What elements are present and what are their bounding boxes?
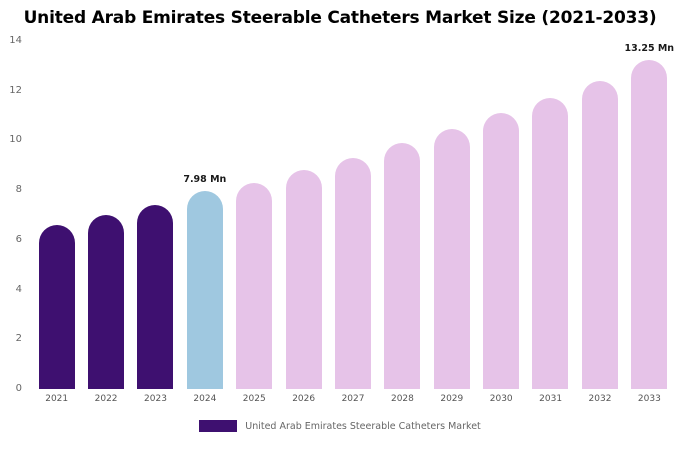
bar-column-2028 <box>378 41 427 389</box>
bar-2028[interactable] <box>384 142 421 389</box>
bar-column-2029 <box>427 41 476 389</box>
bar-2030[interactable] <box>483 113 520 389</box>
bar-column-2027 <box>328 41 377 389</box>
bar-2029[interactable] <box>433 129 470 389</box>
x-tick-label-2025: 2025 <box>242 394 266 404</box>
x-tick-label-2033: 2033 <box>637 394 661 404</box>
bar-2023[interactable] <box>137 205 174 389</box>
bar-column-2026 <box>279 41 328 389</box>
x-tick-label-2030: 2030 <box>489 394 513 404</box>
x-tick-label-2026: 2026 <box>292 394 316 404</box>
bar-column-2032 <box>575 41 624 389</box>
y-tick-label: 8 <box>15 184 22 196</box>
y-tick-label: 14 <box>9 35 22 46</box>
bar-column-2023 <box>131 41 180 389</box>
bar-2022[interactable] <box>88 215 125 389</box>
y-tick-label: 12 <box>9 84 22 96</box>
y-tick-label: 0 <box>15 383 22 394</box>
bar-column-2021 <box>32 41 81 389</box>
y-tick-label: 6 <box>15 233 22 245</box>
bar-2031[interactable] <box>532 98 569 389</box>
bar-column-2030 <box>476 41 525 389</box>
x-tick-label-2031: 2031 <box>539 394 563 404</box>
x-axis: 2021 2022 2023 2024 2025 2026 2027 2028 2029 2030… <box>32 394 674 404</box>
x-tick-label-2021: 2021 <box>45 394 69 404</box>
legend-label: United Arab Emirates Steerable Catheters… <box>245 420 481 432</box>
x-tick-label-2027: 2027 <box>341 394 365 404</box>
x-tick-label-2024: 2024 <box>193 394 217 404</box>
y-tick-label: 2 <box>15 333 22 345</box>
bar-2024[interactable] <box>186 190 223 389</box>
x-tick-label-2032: 2032 <box>588 394 612 404</box>
y-tick-label: 4 <box>15 283 22 295</box>
y-axis: 0 2 4 6 8 10 12 14 <box>2 35 26 394</box>
x-tick-label-2022: 2022 <box>94 394 118 404</box>
y-tick-label: 10 <box>9 134 22 146</box>
x-tick-label-2029: 2029 <box>440 394 464 404</box>
legend[interactable]: United Arab Emirates Steerable Catheters… <box>0 420 680 432</box>
bar-column-2031 <box>526 41 575 389</box>
chart-title: United Arab Emirates Steerable Catheters… <box>23 8 657 28</box>
bar-2025[interactable] <box>236 182 273 389</box>
x-tick-label-2023: 2023 <box>144 394 167 404</box>
bar-column-2024: 7.98 Mn <box>180 41 229 389</box>
bar-value-label-2024: 7.98 Mn <box>183 173 227 185</box>
bar-2021[interactable] <box>38 224 75 389</box>
bar-column-2022 <box>81 41 130 389</box>
plot-area: 0 2 4 6 8 10 12 14 7.98 Mn 13.25 Mn <box>9 35 674 394</box>
bar-column-2033: 13.25 Mn <box>624 41 675 389</box>
legend-swatch <box>199 420 238 432</box>
bar-2027[interactable] <box>334 157 371 389</box>
bars-group: 7.98 Mn 13.25 Mn <box>32 41 674 389</box>
bar-2033[interactable] <box>631 59 668 389</box>
bar-2026[interactable] <box>285 170 322 389</box>
bar-column-2025 <box>230 41 279 389</box>
bar-value-label-2033: 13.25 Mn <box>624 42 675 54</box>
bar-2032[interactable] <box>581 80 618 389</box>
x-tick-label-2028: 2028 <box>390 394 414 404</box>
